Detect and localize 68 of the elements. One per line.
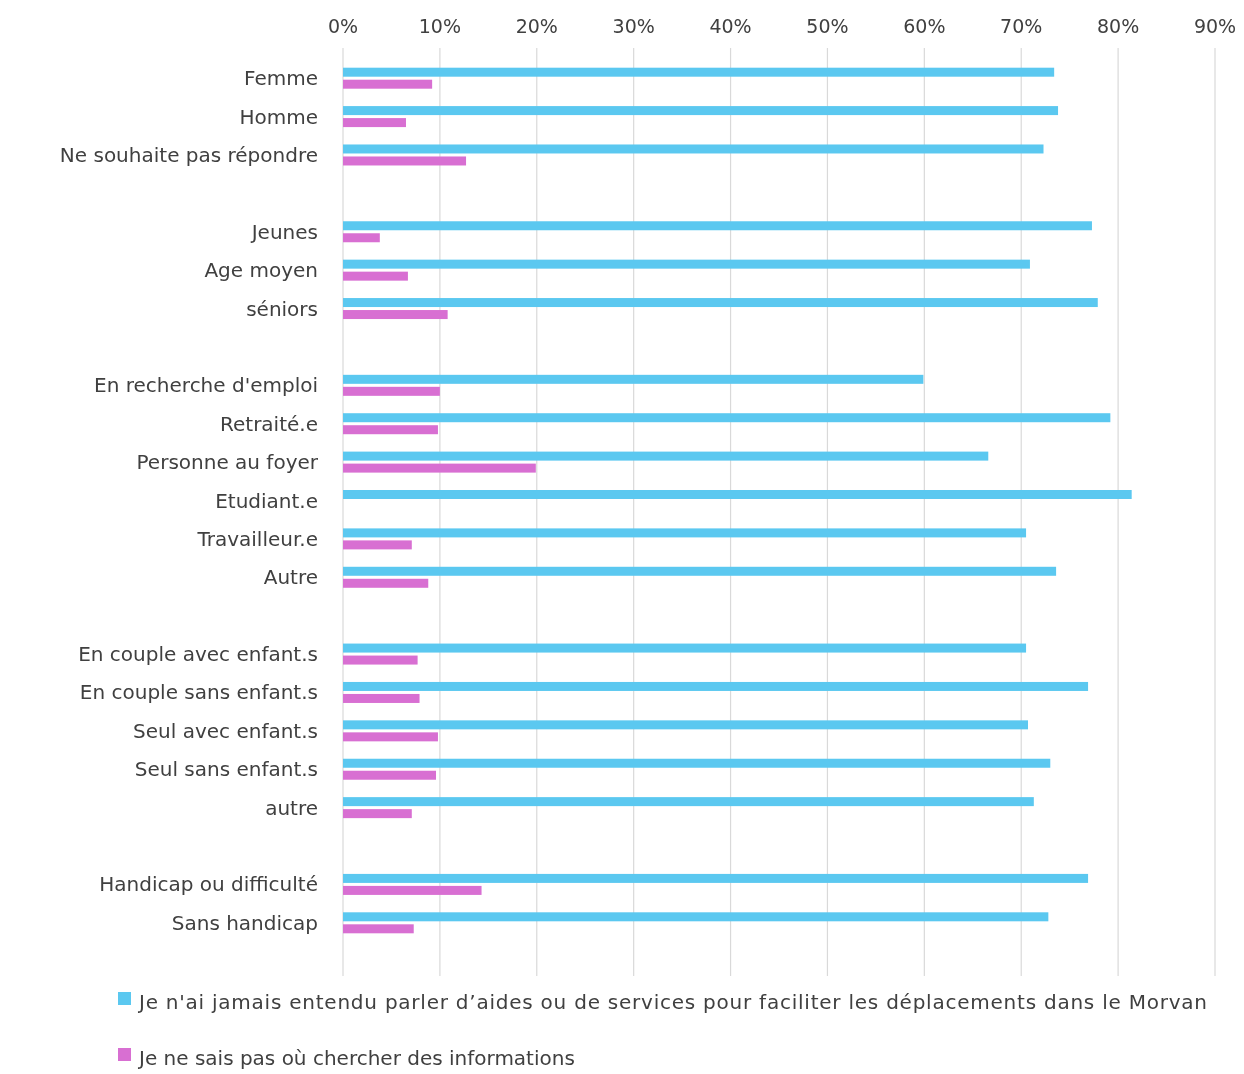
bar <box>343 67 1055 77</box>
y-tick-label: Handicap ou difficulté <box>99 872 318 897</box>
x-tick-label: 40% <box>709 15 752 37</box>
bar <box>343 413 1111 423</box>
bar <box>343 106 1059 116</box>
x-tick-label: 10% <box>418 15 462 37</box>
bar <box>343 540 412 550</box>
y-tick-label: Travailleur.e <box>196 526 318 551</box>
bar <box>343 655 418 665</box>
bar <box>343 451 989 461</box>
bar <box>343 310 448 320</box>
bar <box>343 271 408 281</box>
bar <box>343 259 1030 269</box>
bar <box>343 693 420 703</box>
y-tick-label: autre <box>265 795 318 820</box>
bar <box>343 528 1027 538</box>
x-tick-label: 80% <box>1096 15 1140 37</box>
x-tick-label: 20% <box>515 15 558 37</box>
bar <box>343 809 412 819</box>
bar <box>343 490 1132 499</box>
y-tick-label: En couple avec enfant.s <box>78 642 318 667</box>
bar <box>343 578 429 588</box>
legend-label: Je ne sais pas où chercher des informations <box>137 1046 575 1070</box>
bar <box>343 732 438 742</box>
bar <box>343 233 380 243</box>
bar <box>343 118 406 128</box>
bar <box>343 720 1028 730</box>
bar <box>343 797 1034 807</box>
bar <box>343 758 1051 768</box>
bar <box>343 156 467 166</box>
x-tick-label: 90% <box>1193 15 1237 37</box>
y-tick-label: Seul sans enfant.s <box>134 757 318 782</box>
y-tick-label: Autre <box>263 565 318 590</box>
bar <box>343 643 1027 653</box>
y-tick-label: Seul avec enfant.s <box>133 718 318 743</box>
x-tick-label: 0% <box>327 15 359 37</box>
bar <box>343 566 1057 576</box>
bar <box>343 681 1089 691</box>
y-tick-label: Etudiant.e <box>215 488 318 513</box>
bar <box>343 425 438 435</box>
bar <box>343 386 440 396</box>
y-tick-label: En recherche d'emploi <box>94 373 318 398</box>
y-tick-label: Personne au foyer <box>136 450 319 475</box>
x-tick-label: 30% <box>612 15 655 37</box>
y-tick-label: En couple sans enfant.s <box>79 680 318 705</box>
bar <box>343 873 1089 883</box>
y-tick-label: Jeunes <box>249 219 318 244</box>
y-tick-label: Sans handicap <box>171 910 318 935</box>
y-tick-label: Age moyen <box>204 258 318 283</box>
x-tick-label: 70% <box>1000 15 1043 37</box>
bar <box>343 221 1092 231</box>
legend-label: Je n'ai jamais entendu parler d’aides ou de services pour faciliter les déplacements dans le Morvan <box>137 990 1207 1014</box>
y-tick-label: séniors <box>246 296 318 321</box>
x-tick-label: 50% <box>806 15 849 37</box>
bar <box>343 770 437 780</box>
bar <box>343 79 433 89</box>
bar <box>343 144 1044 154</box>
bar <box>343 298 1098 308</box>
bar <box>343 924 414 934</box>
y-tick-label: Femme <box>244 66 318 91</box>
y-tick-label: Retraité.e <box>220 411 318 436</box>
y-tick-label: Ne souhaite pas répondre <box>59 142 318 167</box>
bar <box>343 374 924 384</box>
x-tick-label: 60% <box>903 15 946 37</box>
bar <box>343 463 536 473</box>
bar <box>343 885 482 895</box>
bar <box>343 912 1049 922</box>
y-tick-label: Homme <box>239 104 318 129</box>
